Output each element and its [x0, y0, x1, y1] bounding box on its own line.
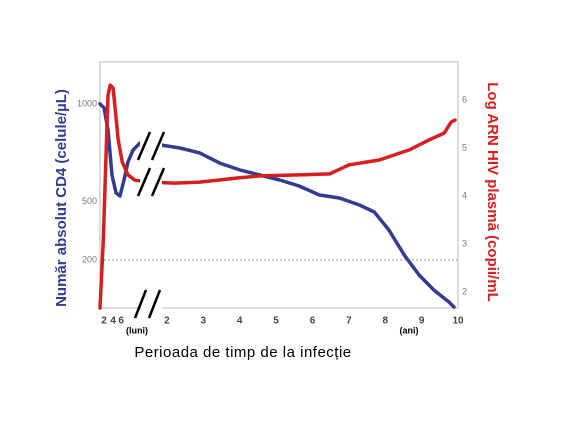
break-slash	[136, 131, 152, 161]
series-line	[98, 83, 457, 310]
lines	[98, 83, 458, 310]
break-slash	[150, 167, 166, 197]
x-tick-label: 4	[110, 316, 116, 327]
plot-frame	[99, 61, 459, 309]
x-tick-label: 3	[201, 316, 207, 327]
y-tick-label: 500	[82, 196, 97, 206]
x-tick-label: 4	[237, 316, 243, 327]
annotation: (ani)	[400, 325, 419, 335]
y2-tick-label: 5	[462, 142, 467, 152]
break-slash	[147, 289, 162, 319]
x-tick-label: 7	[346, 316, 352, 327]
y2-axis-label: Log ARN HIV plasmă (copii/mL	[484, 82, 501, 301]
break-slash	[150, 131, 166, 161]
x-tick-label: 8	[382, 316, 388, 327]
y2-tick-label: 3	[462, 238, 467, 248]
x-tick-label: 10	[452, 316, 464, 327]
y-tick-label: 200	[82, 254, 97, 264]
y2-tick-label: 4	[462, 190, 467, 200]
annotation: (luni)	[126, 325, 148, 335]
axis-break	[133, 128, 166, 320]
x-axis-label: Perioada de timp de la infecție	[134, 344, 351, 361]
break-slash	[133, 289, 148, 319]
y-tick-label: 1000	[77, 98, 97, 108]
x-tick-label: 2	[101, 316, 107, 327]
break-gap	[140, 128, 162, 198]
x-tick-label: 9	[419, 316, 425, 327]
x-tick-label: 5	[273, 316, 279, 327]
y2-tick-label: 2	[462, 287, 467, 297]
break-slash	[136, 167, 152, 197]
x-tick-label: 6	[310, 316, 316, 327]
y-axis-label: Număr absolut CD4 (celule/µL)	[53, 89, 70, 307]
y2-tick-label: 6	[462, 94, 467, 104]
x-tick-label: 6	[118, 316, 124, 327]
series-line	[98, 102, 456, 309]
x-tick-label: 2	[164, 316, 170, 327]
